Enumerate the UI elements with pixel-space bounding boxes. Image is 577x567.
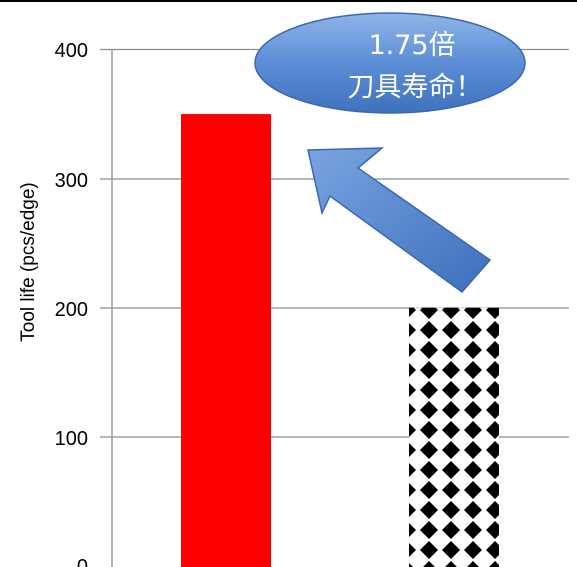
callout-bubble	[254, 12, 526, 114]
y-tick-0: 0	[77, 556, 88, 567]
y-tick-200: 200	[55, 299, 88, 321]
y-tick-100: 100	[55, 428, 88, 450]
y-tick-400: 400	[55, 40, 88, 62]
y-axis-title: Tool life (pcs/edge)	[18, 182, 39, 341]
y-tick-300: 300	[55, 170, 88, 192]
callout-line-1: 1.75倍	[368, 30, 455, 61]
arrow-shape	[307, 147, 492, 294]
bar-2	[409, 307, 499, 567]
callout-line-2: 刀具寿命！	[348, 72, 483, 103]
bar-1	[181, 114, 271, 567]
